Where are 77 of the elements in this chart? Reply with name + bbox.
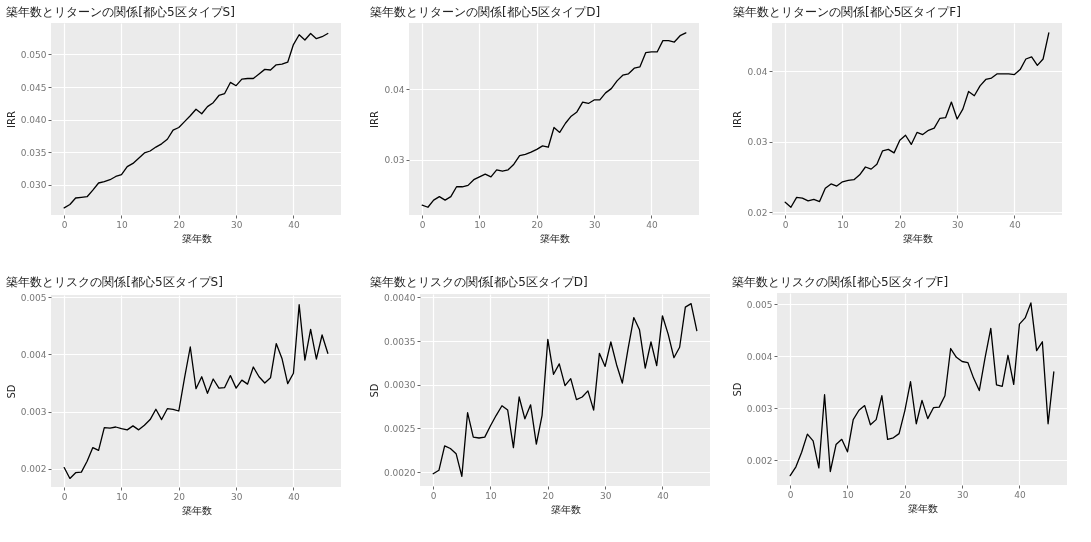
y-tick-label: 0.040 xyxy=(20,115,47,126)
y-tick-label: 0.030 xyxy=(20,180,47,191)
x-tick-label: 30 xyxy=(599,490,612,501)
x-tick-label: 30 xyxy=(230,219,243,230)
line-series xyxy=(784,32,1050,208)
y-tick-label: 0.02 xyxy=(747,207,768,218)
y-tick-label: 0.04 xyxy=(747,66,768,77)
x-tick-label: 0 xyxy=(61,219,68,230)
y-tick-label: 0.005 xyxy=(746,299,773,310)
x-tick-label: 40 xyxy=(1009,219,1021,230)
y-tick-label: 0.003 xyxy=(20,407,47,418)
y-axis-title: SD xyxy=(369,383,381,398)
line-series xyxy=(789,302,1055,477)
y-tick-label: 0.002 xyxy=(746,455,773,466)
x-tick-label: 10 xyxy=(116,219,128,230)
x-axis-title: 築年数 xyxy=(907,502,938,514)
x-tick-label: 10 xyxy=(485,490,497,501)
y-tick-label: 0.050 xyxy=(20,49,47,60)
x-tick-label: 10 xyxy=(474,219,486,230)
x-tick-label: 40 xyxy=(657,490,669,501)
y-tick-label: 0.0035 xyxy=(384,336,416,347)
chart-title: 築年数とリスクの関係[都心5区タイプD] xyxy=(369,275,588,290)
y-tick-label: 0.03 xyxy=(747,137,768,148)
x-tick-label: 0 xyxy=(787,489,794,500)
chart-title: 築年数とリターンの関係[都心5区タイプF] xyxy=(732,5,961,19)
x-axis-title: 築年数 xyxy=(902,232,933,244)
x-tick-label: 30 xyxy=(230,491,243,502)
y-tick-label: 0.035 xyxy=(20,147,47,158)
line-series xyxy=(63,32,329,209)
y-tick-label: 0.0025 xyxy=(384,423,416,434)
chart-title: 築年数とリスクの関係[都心5区タイプF] xyxy=(732,275,949,289)
y-tick-label: 0.004 xyxy=(20,349,47,360)
x-tick-label: 0 xyxy=(430,490,437,501)
line-series xyxy=(421,32,687,208)
x-tick-label: 20 xyxy=(542,490,555,501)
y-axis-title: SD xyxy=(731,382,743,397)
x-tick-label: 30 xyxy=(588,219,601,230)
x-tick-label: 30 xyxy=(951,219,964,230)
y-axis-title: IRR xyxy=(369,111,381,128)
x-tick-label: 40 xyxy=(288,219,300,230)
x-tick-label: 30 xyxy=(956,489,969,500)
x-tick-label: 10 xyxy=(842,489,854,500)
y-tick-label: 0.0020 xyxy=(384,467,416,478)
y-tick-label: 0.002 xyxy=(20,464,47,475)
line-series xyxy=(432,302,698,478)
x-tick-label: 0 xyxy=(419,219,426,230)
x-axis-title: 築年数 xyxy=(550,503,581,515)
y-axis-title: SD xyxy=(5,384,17,399)
y-tick-label: 0.0030 xyxy=(384,380,416,391)
y-tick-label: 0.03 xyxy=(384,155,405,166)
chart-title: 築年数とリターンの関係[都心5区タイプS] xyxy=(6,5,235,19)
x-tick-label: 10 xyxy=(116,491,128,502)
y-tick-label: 0.045 xyxy=(20,82,47,93)
y-tick-label: 0.04 xyxy=(384,84,405,95)
x-tick-label: 20 xyxy=(894,219,907,230)
x-axis-title: 築年数 xyxy=(539,232,570,244)
x-tick-label: 0 xyxy=(782,219,789,230)
line-series xyxy=(63,304,329,480)
y-tick-label: 0.005 xyxy=(20,292,47,303)
chart-title: 築年数とリスクの関係[都心5区タイプS] xyxy=(6,275,223,290)
y-tick-label: 0.004 xyxy=(746,351,773,362)
x-tick-label: 20 xyxy=(899,489,912,500)
x-axis-title: 築年数 xyxy=(181,232,212,244)
y-axis-title: IRR xyxy=(732,111,744,128)
x-tick-label: 40 xyxy=(1014,489,1026,500)
x-tick-label: 20 xyxy=(173,219,186,230)
x-axis-title: 築年数 xyxy=(181,504,212,516)
x-tick-label: 0 xyxy=(61,491,68,502)
y-tick-label: 0.0040 xyxy=(384,292,416,303)
x-tick-label: 40 xyxy=(646,219,658,230)
x-tick-label: 20 xyxy=(531,219,544,230)
chart-title: 築年数とリターンの関係[都心5区タイプD] xyxy=(369,5,601,19)
x-tick-label: 20 xyxy=(173,491,186,502)
y-tick-label: 0.003 xyxy=(746,403,773,414)
x-tick-label: 40 xyxy=(288,491,300,502)
y-axis-title: IRR xyxy=(5,111,17,128)
x-tick-label: 10 xyxy=(837,219,849,230)
